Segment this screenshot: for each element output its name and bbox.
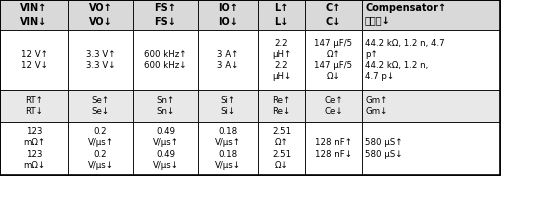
Bar: [133, 122, 198, 175]
Bar: [198, 122, 258, 175]
Bar: [0, 30, 68, 90]
Text: 2.2
μH↑
2.2
μH↓: 2.2 μH↑ 2.2 μH↓: [272, 39, 291, 81]
Bar: [258, 90, 305, 122]
Bar: [0, 0, 500, 175]
Bar: [305, 30, 362, 90]
Text: Re↑
Re↓: Re↑ Re↓: [272, 96, 290, 116]
Text: Gm↑
Gm↓: Gm↑ Gm↓: [365, 96, 387, 116]
Text: Compensator↑
补偿器↓: Compensator↑ 补偿器↓: [365, 3, 446, 27]
Text: 600 kHz↑
600 kHz↓: 600 kHz↑ 600 kHz↓: [144, 50, 187, 70]
Bar: [362, 90, 500, 122]
Bar: [68, 0, 133, 30]
Text: C↑
C↓: C↑ C↓: [326, 3, 341, 27]
Bar: [305, 0, 362, 30]
Text: VIN↑
VIN↓: VIN↑ VIN↓: [20, 3, 47, 27]
Bar: [362, 30, 500, 90]
Text: 147 μF/5
Ω↑
147 μF/5
Ω↓: 147 μF/5 Ω↑ 147 μF/5 Ω↓: [314, 39, 352, 81]
Bar: [198, 30, 258, 90]
Bar: [305, 122, 362, 175]
Text: Se↑
Se↓: Se↑ Se↓: [92, 96, 110, 116]
Bar: [362, 122, 500, 175]
Text: Sn↑
Sn↓: Sn↑ Sn↓: [156, 96, 175, 116]
Text: 0.49
V/μs↑
0.49
V/μs↓: 0.49 V/μs↑ 0.49 V/μs↓: [152, 127, 179, 170]
Text: VO↑
VO↓: VO↑ VO↓: [88, 3, 112, 27]
Text: 44.2 kΩ, 1.2 n, 4.7
p↑
44.2 kΩ, 1.2 n,
4.7 p↓: 44.2 kΩ, 1.2 n, 4.7 p↑ 44.2 kΩ, 1.2 n, 4…: [365, 39, 445, 81]
Text: Ce↑
Ce↓: Ce↑ Ce↓: [324, 96, 343, 116]
Bar: [133, 30, 198, 90]
Text: FS↑
FS↓: FS↑ FS↓: [155, 3, 176, 27]
Bar: [133, 90, 198, 122]
Text: Si↑
Si↓: Si↑ Si↓: [221, 96, 236, 116]
Bar: [68, 90, 133, 122]
Text: 3 A↑
3 A↓: 3 A↑ 3 A↓: [217, 50, 239, 70]
Bar: [133, 0, 198, 30]
Bar: [198, 90, 258, 122]
Bar: [258, 122, 305, 175]
Text: 12 V↑
12 V↓: 12 V↑ 12 V↓: [21, 50, 47, 70]
Text: 2.51
Ω↑
2.51
Ω↓: 2.51 Ω↑ 2.51 Ω↓: [272, 127, 291, 170]
Bar: [0, 122, 68, 175]
Bar: [0, 0, 68, 30]
Text: IO↑
IO↓: IO↑ IO↓: [218, 3, 238, 27]
Bar: [198, 0, 258, 30]
Text: 3.3 V↑
3.3 V↓: 3.3 V↑ 3.3 V↓: [86, 50, 115, 70]
Text: 123
mΩ↑
123
mΩ↓: 123 mΩ↑ 123 mΩ↓: [23, 127, 45, 170]
Text: 0.2
V/μs↑
0.2
V/μs↓: 0.2 V/μs↑ 0.2 V/μs↓: [87, 127, 114, 170]
Bar: [68, 30, 133, 90]
Text: RT↑
RT↓: RT↑ RT↓: [25, 96, 43, 116]
Bar: [258, 30, 305, 90]
Bar: [362, 0, 500, 30]
Text: 0.18
V/μs↑
0.18
V/μs↓: 0.18 V/μs↑ 0.18 V/μs↓: [215, 127, 241, 170]
Bar: [68, 122, 133, 175]
Text: 580 μS↑
580 μS↓: 580 μS↑ 580 μS↓: [365, 138, 402, 159]
Bar: [0, 90, 68, 122]
Text: 128 nF↑
128 nF↓: 128 nF↑ 128 nF↓: [315, 138, 352, 159]
Bar: [258, 0, 305, 30]
Bar: [305, 90, 362, 122]
Text: L↑
L↓: L↑ L↓: [274, 3, 289, 27]
